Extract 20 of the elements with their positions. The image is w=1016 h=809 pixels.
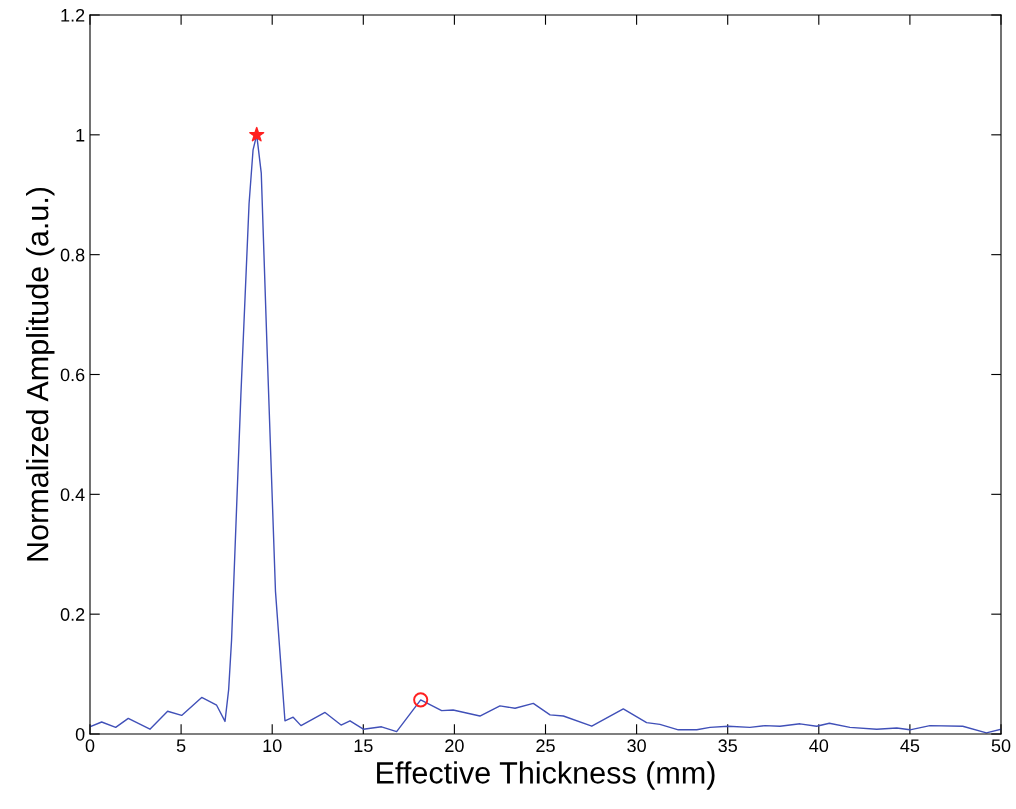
y-tick-label: 0.6 — [60, 368, 85, 382]
x-tick-label: 30 — [627, 739, 646, 753]
x-tick-label: 5 — [176, 739, 186, 753]
y-tick-label: 1 — [76, 128, 85, 142]
y-axis-title: Normalized Amplitude (a.u.) — [26, 187, 55, 561]
x-tick-label: 40 — [809, 739, 829, 753]
x-tick-label: 10 — [263, 739, 282, 753]
y-tick-label: 0.2 — [60, 608, 85, 621]
x-tick-label: 20 — [445, 739, 464, 753]
x-tick-label: 0 — [85, 739, 95, 753]
x-tick-label: 25 — [536, 739, 555, 753]
y-tick-label: 0 — [75, 727, 85, 741]
x-tick-label: 45 — [900, 739, 920, 753]
y-tick-label: 0.4 — [60, 488, 85, 502]
x-tick-label: 50 — [991, 739, 1011, 753]
y-tick-label: 1.2 — [61, 8, 85, 22]
x-tick-label: 35 — [718, 739, 737, 753]
x-axis-title: Effective Thickness (mm) — [377, 761, 715, 790]
x-tick-label: 15 — [354, 739, 373, 753]
y-tick-label: 0.8 — [60, 248, 85, 262]
